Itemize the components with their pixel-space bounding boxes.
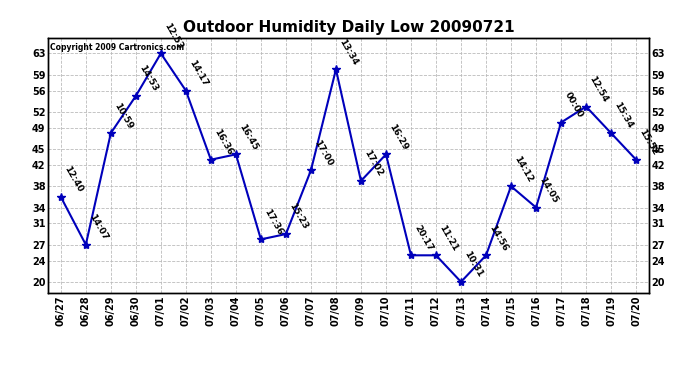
Text: 14:17: 14:17 bbox=[187, 58, 210, 88]
Text: 14:12: 14:12 bbox=[513, 154, 535, 183]
Text: Copyright 2009 Cartronics.com: Copyright 2009 Cartronics.com bbox=[50, 43, 184, 52]
Text: 14:56: 14:56 bbox=[487, 223, 510, 252]
Text: 11:21: 11:21 bbox=[437, 223, 460, 252]
Title: Outdoor Humidity Daily Low 20090721: Outdoor Humidity Daily Low 20090721 bbox=[183, 20, 514, 35]
Text: 15:34: 15:34 bbox=[613, 101, 635, 130]
Text: 12:53: 12:53 bbox=[162, 21, 184, 51]
Text: 10:31: 10:31 bbox=[462, 250, 484, 279]
Text: 16:36: 16:36 bbox=[213, 128, 235, 157]
Text: 00:00: 00:00 bbox=[562, 91, 584, 120]
Text: 16:45: 16:45 bbox=[237, 122, 259, 152]
Text: 20:17: 20:17 bbox=[413, 223, 435, 252]
Text: 17:02: 17:02 bbox=[362, 149, 384, 178]
Text: 15:23: 15:23 bbox=[287, 202, 309, 231]
Text: 12:40: 12:40 bbox=[62, 165, 84, 194]
Text: 15:52: 15:52 bbox=[638, 128, 660, 157]
Text: 12:54: 12:54 bbox=[587, 74, 610, 104]
Text: 17:00: 17:00 bbox=[313, 138, 335, 168]
Text: 14:53: 14:53 bbox=[137, 64, 159, 93]
Text: 14:05: 14:05 bbox=[538, 176, 560, 205]
Text: 16:29: 16:29 bbox=[387, 122, 410, 152]
Text: 13:34: 13:34 bbox=[337, 37, 359, 67]
Text: 17:36: 17:36 bbox=[262, 207, 284, 237]
Text: 10:59: 10:59 bbox=[112, 101, 135, 130]
Text: 14:07: 14:07 bbox=[87, 213, 110, 242]
